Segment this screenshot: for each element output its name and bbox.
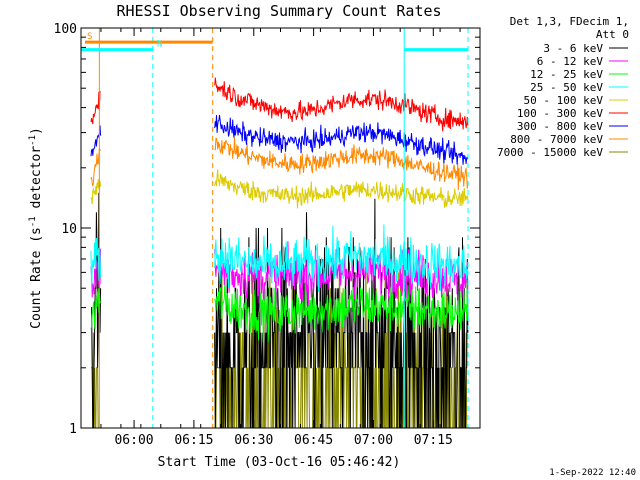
x-tick-label-06-00: 06:00	[114, 433, 153, 448]
y-axis-label-sup1: -1	[28, 216, 38, 227]
legend-entry-7000-15000-kev: 7000 - 15000 keV	[497, 146, 603, 159]
x-tick-label-07-00: 07:00	[354, 433, 393, 448]
footer-timestamp: 1-Sep-2022 12:40	[549, 468, 636, 478]
legend-entry-6-12-kev: 6 - 12 keV	[537, 55, 604, 68]
y-axis-label-sup2: -1	[28, 135, 38, 146]
legend-header-line-1: Det 1,3, FDecim 1,	[510, 15, 629, 28]
legend-entry-100-300-kev: 100 - 300 keV	[517, 107, 603, 120]
series-line-post-300-800-kev	[214, 114, 469, 165]
y-tick-label-1: 1	[69, 422, 77, 437]
x-tick-label-07-15: 07:15	[414, 433, 453, 448]
legend-entry-25-50-kev: 25 - 50 keV	[530, 81, 603, 94]
x-tick-label-06-15: 06:15	[174, 433, 213, 448]
series-line-post-25-50-kev	[214, 224, 469, 293]
plot-area: SN	[81, 28, 469, 429]
legend-entry-50-100-kev: 50 - 100 keV	[524, 94, 604, 107]
y-axis-label: Count Rate (s-1 detector-1)	[28, 127, 44, 329]
legend-entry-800-7000-kev: 800 - 7000 keV	[510, 133, 603, 146]
x-tick-label-06-30: 06:30	[234, 433, 273, 448]
series-line-post-800-7000-kev	[214, 137, 469, 191]
legend-header-line-2: Att 0	[596, 28, 629, 41]
x-axis-label: Start Time (03-Oct-16 05:46:42)	[158, 455, 401, 470]
legend-entry-12-25-kev: 12 - 25 keV	[530, 68, 603, 81]
state-bar-label-s: S	[87, 32, 92, 42]
series-line-post-50-100-kev	[214, 169, 469, 209]
legend-entry-300-800-kev: 300 - 800 keV	[517, 120, 603, 133]
series-line-post-100-300-kev	[214, 77, 469, 132]
chart-title: RHESSI Observing Summary Count Rates	[116, 2, 441, 20]
y-axis-label-mid: detector	[29, 146, 44, 217]
series-line-post-12-25-kev	[214, 277, 469, 343]
y-axis-label-end: )	[29, 127, 44, 135]
state-bar-label-n: N	[157, 40, 162, 50]
legend-entry-3-6-kev: 3 - 6 keV	[543, 42, 603, 55]
x-tick-label-06-45: 06:45	[294, 433, 333, 448]
y-axis-label-main: Count Rate (s	[29, 227, 44, 329]
axes: 06:00 06:15 06:30 06:45 07:00 07:15 1 10 100	[54, 22, 481, 448]
y-tick-label-10: 10	[61, 222, 77, 237]
y-tick-label-100: 100	[54, 22, 77, 37]
